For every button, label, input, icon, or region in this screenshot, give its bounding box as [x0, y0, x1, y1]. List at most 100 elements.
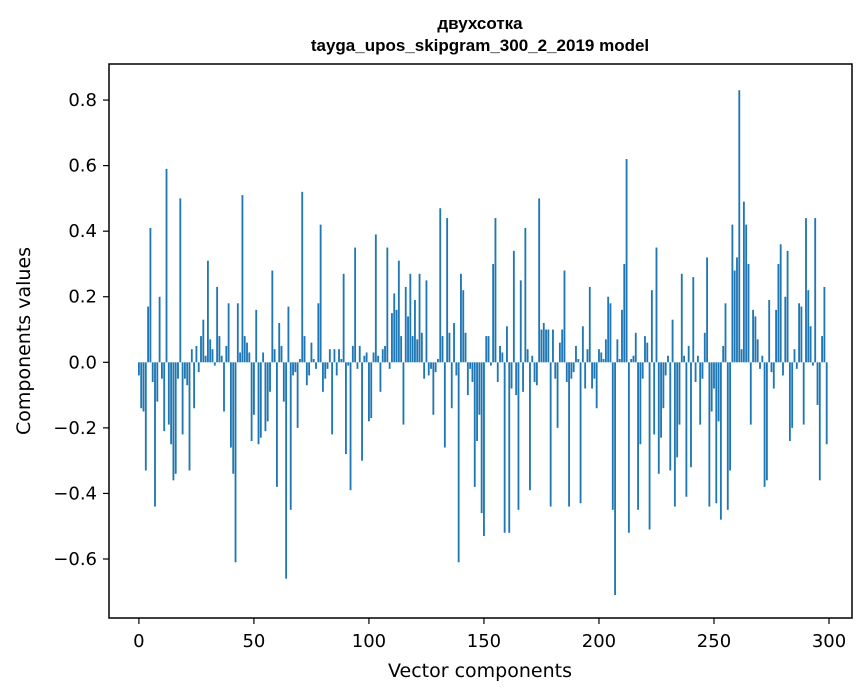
bar: [183, 362, 186, 379]
bar: [733, 270, 736, 363]
bar: [795, 362, 798, 369]
bar: [144, 362, 147, 471]
bar: [487, 336, 490, 363]
bar: [581, 326, 584, 363]
bar: [609, 303, 612, 363]
bar: [158, 296, 161, 363]
bar: [273, 349, 276, 363]
bar: [648, 362, 651, 530]
bar: [179, 198, 182, 363]
bar: [683, 355, 685, 363]
bar: [476, 362, 478, 441]
bar: [823, 286, 826, 363]
bar: [195, 345, 198, 363]
bar: [816, 362, 819, 405]
bar: [303, 336, 306, 363]
y-tick-label: −0.4: [53, 483, 97, 504]
bar: [414, 300, 416, 363]
x-tick-label: 50: [242, 631, 265, 652]
bar: [276, 362, 278, 487]
bar: [312, 359, 315, 363]
bar: [706, 257, 709, 363]
y-tick-label: 0.8: [68, 90, 97, 111]
bar: [591, 362, 593, 389]
bar: [443, 362, 446, 448]
bar: [384, 345, 386, 363]
bar: [545, 329, 547, 363]
bar: [213, 362, 216, 366]
bar: [420, 332, 423, 363]
bar: [437, 359, 439, 363]
bar: [639, 362, 642, 445]
bar: [402, 362, 405, 425]
bar: [676, 362, 679, 458]
bar: [558, 342, 561, 363]
bar: [807, 290, 810, 363]
bar: [319, 224, 322, 363]
bar: [285, 362, 288, 579]
bar: [480, 362, 483, 514]
bar: [565, 362, 568, 382]
bar: [724, 303, 727, 363]
x-tick-label: 250: [697, 631, 731, 652]
bar: [634, 332, 637, 363]
bar: [777, 263, 780, 363]
bar: [434, 362, 437, 373]
bar: [625, 159, 628, 363]
bar: [729, 362, 732, 471]
bar: [188, 362, 191, 471]
bar: [572, 362, 575, 373]
bar: [478, 362, 481, 415]
bar: [234, 362, 237, 563]
bar: [664, 362, 667, 376]
bar: [754, 316, 757, 363]
bar: [354, 247, 357, 363]
bar: [282, 362, 285, 402]
bar: [673, 362, 676, 507]
bar: [814, 218, 817, 363]
bar: [416, 339, 419, 363]
bar: [349, 362, 352, 491]
bar: [193, 362, 196, 409]
bar: [660, 362, 662, 438]
bar: [524, 227, 527, 363]
bar: [324, 362, 327, 379]
bar: [356, 362, 359, 369]
bar: [257, 362, 260, 445]
bar: [588, 286, 591, 363]
bar: [611, 362, 614, 510]
bar: [644, 336, 646, 363]
bar: [151, 362, 154, 382]
bar: [149, 227, 152, 363]
bar: [466, 362, 469, 396]
bar: [363, 355, 366, 363]
bar: [310, 342, 313, 363]
bar: [579, 362, 582, 504]
bar: [575, 345, 577, 363]
bar: [450, 362, 453, 409]
bar: [342, 273, 345, 363]
x-tick-label: 150: [467, 631, 501, 652]
bar: [365, 352, 368, 363]
bar: [772, 362, 775, 389]
bar: [759, 362, 761, 369]
bar: [692, 277, 695, 363]
bar: [462, 290, 465, 363]
bar: [738, 90, 741, 363]
bar-series: [137, 90, 828, 596]
bar: [206, 260, 209, 363]
bar: [315, 362, 317, 369]
bar: [602, 359, 605, 363]
bar: [358, 345, 361, 363]
bar: [740, 349, 743, 363]
bar: [604, 339, 607, 363]
x-axis-label: Vector components: [388, 660, 572, 682]
bar: [455, 362, 458, 376]
bar: [501, 352, 504, 363]
y-tick-label: 0.2: [68, 287, 97, 308]
bar: [377, 355, 380, 363]
bar: [512, 250, 515, 363]
bar: [547, 329, 550, 363]
bar: [460, 273, 462, 363]
bar: [400, 336, 403, 363]
